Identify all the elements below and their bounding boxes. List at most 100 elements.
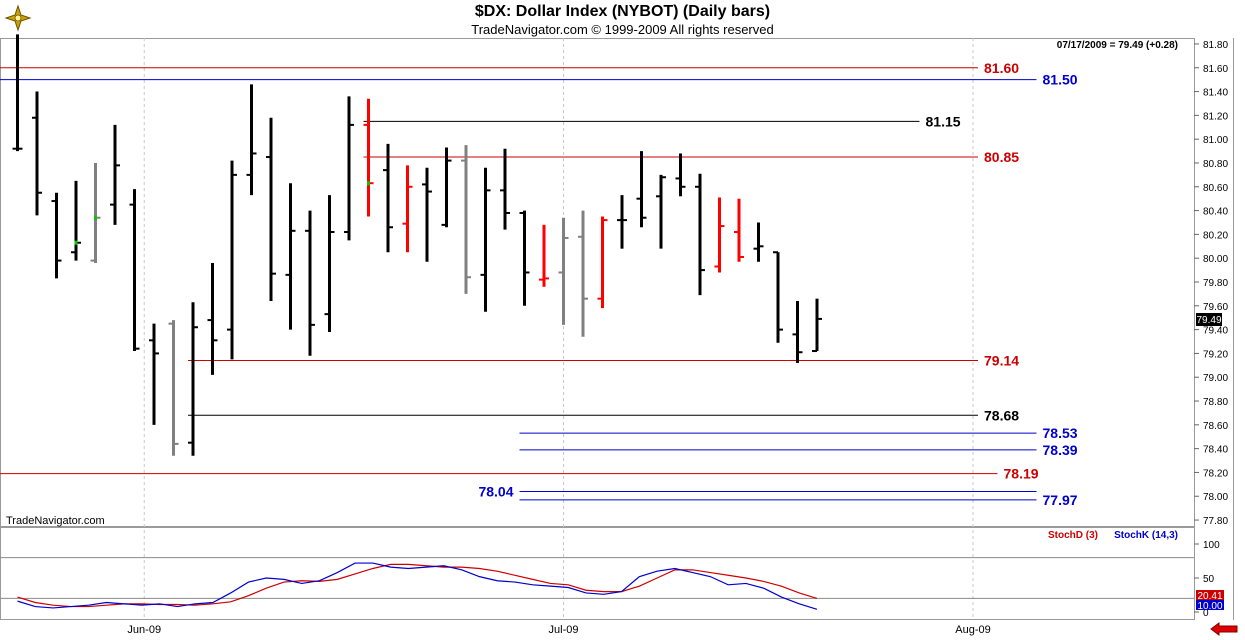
ohlc-bar-33 bbox=[656, 174, 666, 249]
level-label-4: 79.14 bbox=[984, 353, 1019, 369]
y-tick-label-17: 78.40 bbox=[1203, 445, 1228, 456]
ohlc-bar-15 bbox=[305, 210, 315, 356]
ohlc-bar-4 bbox=[90, 162, 101, 263]
x-tick-label-0: Jun-09 bbox=[127, 624, 161, 636]
ohlc-bar-8 bbox=[168, 320, 179, 456]
stoch-series-0 bbox=[17, 563, 818, 608]
ohlc-bar-35 bbox=[695, 173, 705, 296]
y-tick-label-15: 78.80 bbox=[1203, 397, 1228, 408]
ohlc-bar-34 bbox=[675, 153, 686, 197]
y-tick-label-13: 79.20 bbox=[1203, 349, 1228, 360]
date-axis: Jun-09 Jul-09 Aug-09 bbox=[127, 624, 990, 636]
ohlc-bar-41 bbox=[812, 298, 822, 353]
level-label-9: 78.04 bbox=[478, 483, 513, 499]
ohlc-bar-1 bbox=[32, 91, 42, 216]
last-readout: 07/17/2009 = 79.49 (+0.28) bbox=[1057, 40, 1178, 51]
stochastic-last-values: 20.41 10.00 bbox=[1196, 590, 1224, 612]
stoch-tick-label-1: 50 bbox=[1203, 574, 1215, 585]
tradenavigator-logo-icon bbox=[4, 4, 32, 32]
green-marker-1 bbox=[94, 215, 97, 220]
y-tick-label-5: 80.80 bbox=[1203, 159, 1228, 170]
y-tick-label-14: 79.00 bbox=[1203, 373, 1228, 384]
legend-stochd: StochD (3) bbox=[1048, 530, 1098, 541]
ohlc-bar-28 bbox=[558, 217, 569, 325]
ohlc-bar-31 bbox=[617, 195, 627, 249]
ohlc-bar-27 bbox=[539, 224, 549, 287]
level-label-10: 77.97 bbox=[1043, 492, 1078, 508]
ohlc-bar-11 bbox=[227, 160, 237, 360]
legend-stochk: StochK (14,3) bbox=[1114, 530, 1178, 541]
x-tick-label-1: Jul-09 bbox=[549, 624, 579, 636]
scroll-left-arrow-icon[interactable] bbox=[1209, 622, 1239, 636]
watermark-text: TradeNavigator.com bbox=[6, 515, 105, 527]
y-tick-label-12: 79.40 bbox=[1203, 326, 1228, 337]
stochastic-panel-frame bbox=[0, 527, 1195, 620]
ohlc-bar-20 bbox=[402, 165, 413, 253]
ohlc-bar-22 bbox=[441, 147, 452, 228]
level-label-0: 81.60 bbox=[984, 60, 1019, 76]
y-tick-label-1: 81.60 bbox=[1203, 64, 1228, 75]
level-label-6: 78.53 bbox=[1043, 425, 1078, 441]
last-price-tag-text: 79.49 bbox=[1196, 315, 1221, 326]
level-label-7: 78.39 bbox=[1043, 442, 1078, 458]
ohlc-bar-23 bbox=[461, 145, 471, 294]
y-tick-label-10: 79.80 bbox=[1203, 278, 1228, 289]
y-tick-label-6: 80.60 bbox=[1203, 183, 1228, 194]
stoch-tick-label-0: 100 bbox=[1203, 540, 1220, 551]
ohlc-bar-13 bbox=[266, 117, 276, 302]
ohlc-bar-30 bbox=[597, 216, 608, 309]
x-tick-label-2: Aug-09 bbox=[955, 624, 990, 636]
ohlc-bar-25 bbox=[500, 148, 510, 230]
green-marker-2 bbox=[367, 181, 370, 186]
last-price-tag: 79.49 bbox=[1196, 313, 1222, 326]
y-tick-label-11: 79.60 bbox=[1203, 302, 1228, 313]
level-label-5: 78.68 bbox=[984, 407, 1019, 423]
green-marker-0 bbox=[74, 240, 78, 245]
y-tick-label-3: 81.20 bbox=[1203, 111, 1228, 122]
ohlc-bar-9 bbox=[188, 302, 198, 456]
y-tick-label-2: 81.40 bbox=[1203, 88, 1228, 99]
ohlc-bar-3 bbox=[71, 180, 81, 261]
stochd-last-value: 20.41 bbox=[1197, 591, 1222, 602]
stochastic-lines bbox=[0, 557, 1194, 610]
ohlc-bar-38 bbox=[753, 222, 764, 262]
ohlc-bar-21 bbox=[422, 167, 432, 262]
ohlc-bar-7 bbox=[149, 323, 159, 425]
y-tick-label-7: 80.40 bbox=[1203, 207, 1228, 218]
y-tick-label-19: 78.00 bbox=[1203, 492, 1228, 503]
ohlc-bar-17 bbox=[344, 96, 354, 241]
ohlc-bar-40 bbox=[792, 301, 803, 363]
stochk-last-value: 10.00 bbox=[1197, 601, 1222, 612]
ohlc-bar-18 bbox=[363, 98, 374, 217]
y-tick-label-16: 78.60 bbox=[1203, 421, 1228, 432]
ohlc-bar-39 bbox=[773, 251, 783, 343]
level-label-1: 81.50 bbox=[1043, 72, 1078, 88]
ohlc-bar-5 bbox=[110, 124, 120, 225]
ohlc-bar-26 bbox=[519, 210, 530, 306]
price-axis: 81.80 81.60 81.40 81.20 81.00 80.80 80.60 80.40… bbox=[1194, 40, 1228, 527]
stochastic-legend: StochD (3) StochK (14,3) bbox=[1048, 530, 1178, 541]
level-lines: 81.60 81.50 81.15 80.85 79.14 78.68 78.5378.39… bbox=[0, 60, 1078, 508]
ohlc-bar-0 bbox=[12, 34, 23, 152]
y-tick-label-8: 80.20 bbox=[1203, 230, 1228, 241]
level-label-8: 78.19 bbox=[1004, 466, 1039, 482]
level-label-2: 81.15 bbox=[926, 113, 961, 129]
y-tick-label-4: 81.00 bbox=[1203, 135, 1228, 146]
y-tick-label-18: 78.20 bbox=[1203, 468, 1228, 479]
ohlc-bar-36 bbox=[714, 197, 725, 273]
price-bars bbox=[12, 34, 822, 456]
vertical-grid bbox=[143, 38, 974, 620]
ohlc-bar-29 bbox=[578, 210, 588, 337]
ohlc-bar-19 bbox=[383, 143, 393, 253]
y-tick-label-9: 80.00 bbox=[1203, 254, 1228, 265]
stoch-series-1 bbox=[17, 562, 818, 610]
ohlc-bar-16 bbox=[324, 195, 335, 332]
ohlc-bar-2 bbox=[51, 192, 62, 279]
chart-subtitle: TradeNavigator.com © 1999-2009 All right… bbox=[471, 22, 774, 37]
ohlc-bar-37 bbox=[734, 198, 744, 262]
stoch-tick-label-2: 0 bbox=[1203, 608, 1209, 619]
price-panel-frame bbox=[0, 38, 1195, 527]
y-tick-label-0: 81.80 bbox=[1203, 40, 1228, 51]
